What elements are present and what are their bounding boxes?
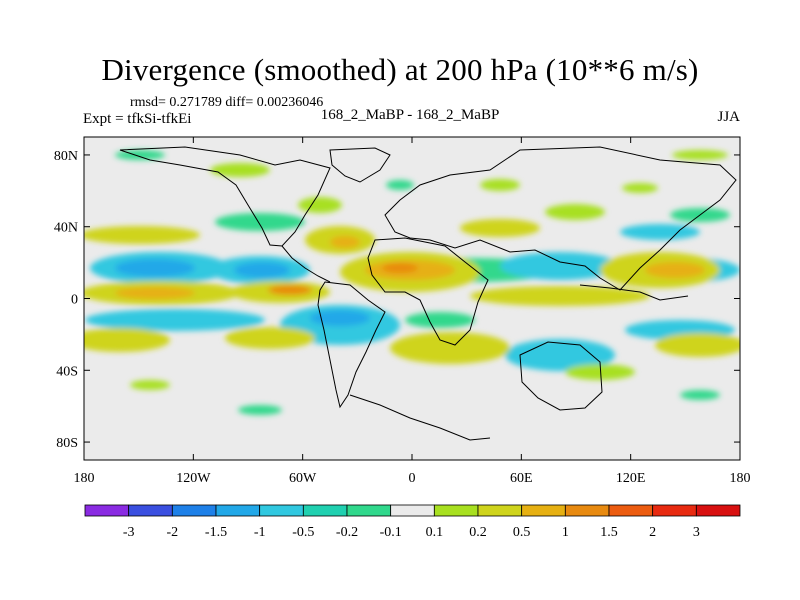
colorbar-swatch xyxy=(215,504,261,517)
colorbar-label: 1.5 xyxy=(600,525,618,540)
coastline-antarctic-peninsula xyxy=(349,394,491,441)
experiment-label: Expt = tfkSi-tfkEi xyxy=(83,111,192,127)
colorbar-swatch xyxy=(433,504,479,517)
x-tick-label: 60E xyxy=(510,471,533,486)
colorbar-label: 1 xyxy=(562,525,569,540)
colorbar: -3 -2 -1.5 -1 -0.5 -0.2 -0.1 0.1 0.2 0.5 1 1.5 2 3 xyxy=(84,504,741,540)
colorbar-label: -0.5 xyxy=(292,525,314,540)
y-tick-label: 40N xyxy=(54,221,78,236)
colorbar-swatch xyxy=(390,504,435,517)
coastline-greenland xyxy=(329,147,391,183)
coastline-australia xyxy=(519,341,603,411)
coastline-outline xyxy=(119,146,737,441)
colorbar-swatch xyxy=(608,504,654,517)
colorbar-swatch xyxy=(477,504,523,517)
colorbar-swatch xyxy=(564,504,610,517)
colorbar-swatch xyxy=(259,504,304,517)
coastline-south-america xyxy=(317,281,386,409)
x-tick-label: 120W xyxy=(176,471,211,486)
x-tick-label: 120E xyxy=(616,471,646,486)
y-tick-label: 40S xyxy=(56,364,78,379)
x-tick-label: 180 xyxy=(730,471,751,486)
colorbar-label: -2 xyxy=(166,525,178,540)
colorbar-label: -3 xyxy=(123,525,135,540)
x-axis: 180 120W 60W 0 60E 120E 180 xyxy=(74,137,751,486)
coastline-eurasia xyxy=(384,146,737,291)
case-label: 168_2_MaBP - 168_2_MaBP xyxy=(320,107,500,123)
chart-title: Divergence (smoothed) at 200 hPa (10**6 … xyxy=(101,52,699,87)
y-tick-label: 0 xyxy=(71,293,78,308)
colorbar-label: -1.5 xyxy=(205,525,227,540)
colorbar-label: 2 xyxy=(649,525,656,540)
coastline-maritime-continent xyxy=(579,284,689,301)
season-label: JJA xyxy=(717,109,740,125)
x-tick-label: 60W xyxy=(289,471,317,486)
x-tick-label: 0 xyxy=(409,471,416,486)
coastline-central-america xyxy=(281,245,331,283)
coastline-africa xyxy=(367,237,489,346)
colorbar-swatch xyxy=(652,504,697,517)
colorbar-swatch xyxy=(521,504,566,517)
colorbar-label: -0.2 xyxy=(336,525,358,540)
x-tick-label: 180 xyxy=(74,471,95,486)
y-tick-label: 80S xyxy=(56,436,78,451)
colorbar-label: -1 xyxy=(254,525,266,540)
colorbar-label: 3 xyxy=(693,525,700,540)
y-axis: 80N 40N 0 40S 80S xyxy=(54,149,740,451)
colorbar-swatch xyxy=(346,504,392,517)
rmsd-diff-stats: rmsd= 0.271789 diff= 0.00236046 xyxy=(130,95,324,110)
colorbar-label: 0.5 xyxy=(513,525,531,540)
y-tick-label: 80N xyxy=(54,149,78,164)
colorbar-swatch xyxy=(171,504,217,517)
colorbar-swatch xyxy=(84,504,130,517)
colorbar-label: -0.1 xyxy=(380,525,402,540)
coastline-north-america xyxy=(119,146,331,247)
colorbar-label: 0.2 xyxy=(469,525,487,540)
colorbar-swatch xyxy=(302,504,348,517)
colorbar-swatch xyxy=(695,504,741,517)
colorbar-swatch xyxy=(128,504,173,517)
colorbar-label: 0.1 xyxy=(426,525,444,540)
